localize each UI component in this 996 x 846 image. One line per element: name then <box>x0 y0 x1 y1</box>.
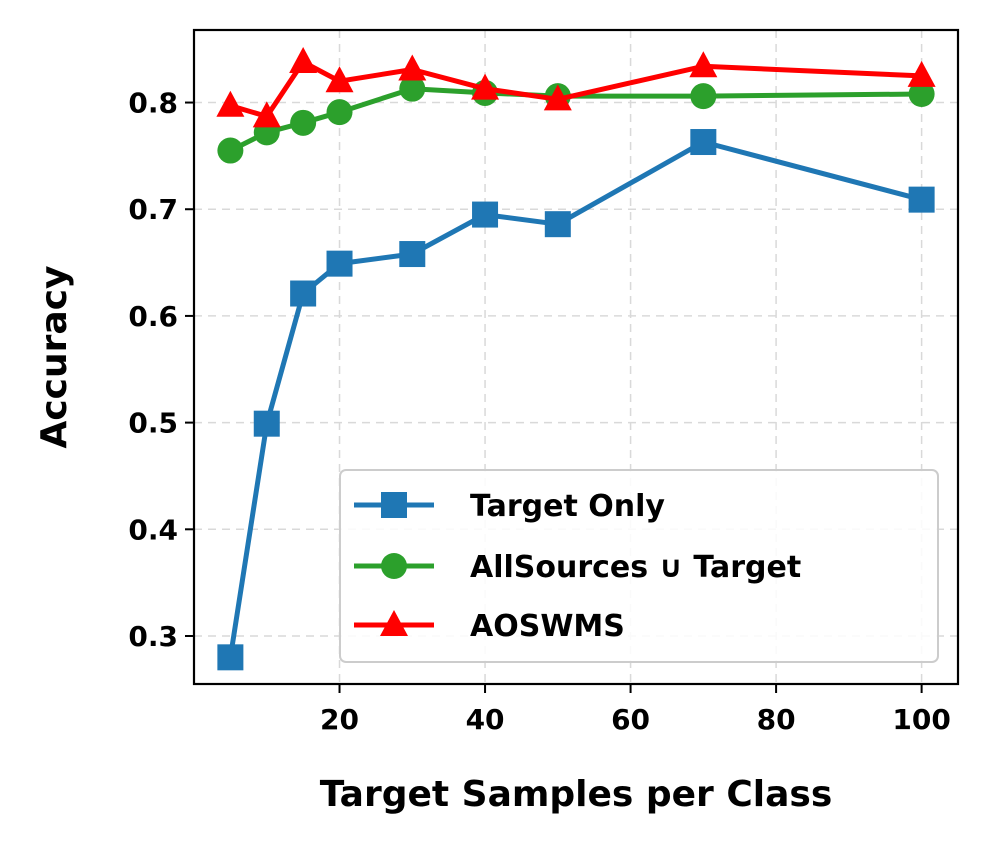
data-point-circle <box>399 75 426 102</box>
x-tick-label: 20 <box>320 703 359 736</box>
data-point-triangle <box>543 84 572 111</box>
data-point-square <box>326 250 353 277</box>
data-point-square <box>399 241 426 268</box>
y-axis-title: Accuracy <box>34 265 75 448</box>
data-point-square <box>217 644 244 671</box>
legend-label: AllSources ∪ Target <box>470 550 801 585</box>
data-point-triangle <box>398 54 427 81</box>
x-tick-label: 100 <box>892 703 950 736</box>
data-point-square <box>472 201 499 228</box>
series-layer <box>216 47 936 671</box>
legend-swatch-marker <box>381 492 407 518</box>
legend-label: AOSWMS <box>470 609 625 644</box>
data-point-square <box>690 129 717 156</box>
axis-ticks: 20 40 60 80 100 0.3 0.4 0.5 0.6 0.7 0.8 <box>128 87 950 736</box>
legend: Target Only AllSources ∪ Target AOSWMS <box>339 469 939 663</box>
y-tick-label: 0.6 <box>128 300 178 333</box>
x-axis-title: Target Samples per Class <box>320 774 833 815</box>
x-tick-label: 60 <box>611 703 650 736</box>
series-3 <box>216 47 936 128</box>
data-point-triangle <box>689 51 718 78</box>
data-point-triangle <box>252 101 281 128</box>
legend-label: Target Only <box>470 489 665 524</box>
y-tick-label: 0.4 <box>128 513 178 546</box>
data-point-triangle <box>907 60 936 87</box>
series-1 <box>217 129 935 671</box>
data-point-circle <box>326 99 353 126</box>
data-point-triangle <box>216 90 245 117</box>
legend-swatch-marker <box>381 553 407 579</box>
y-tick-label: 0.7 <box>128 193 178 226</box>
y-tick-label: 0.5 <box>128 407 178 440</box>
data-point-circle <box>908 81 935 108</box>
y-tick-label: 0.8 <box>128 87 178 120</box>
data-point-circle <box>217 137 244 164</box>
data-point-circle <box>690 83 717 110</box>
data-point-square <box>908 186 935 213</box>
data-point-square <box>253 410 280 437</box>
x-tick-label: 40 <box>466 703 505 736</box>
legend-box <box>339 469 939 663</box>
data-point-triangle <box>289 47 318 74</box>
legend-swatch-marker <box>380 610 408 636</box>
data-point-square <box>544 211 571 238</box>
data-point-triangle <box>325 66 354 93</box>
x-tick-label: 80 <box>757 703 796 736</box>
data-point-circle <box>290 109 317 136</box>
series-2 <box>217 75 935 164</box>
plot-frame <box>192 28 960 686</box>
data-point-square <box>290 280 317 307</box>
y-tick-label: 0.3 <box>128 620 178 653</box>
data-point-triangle <box>471 73 500 100</box>
